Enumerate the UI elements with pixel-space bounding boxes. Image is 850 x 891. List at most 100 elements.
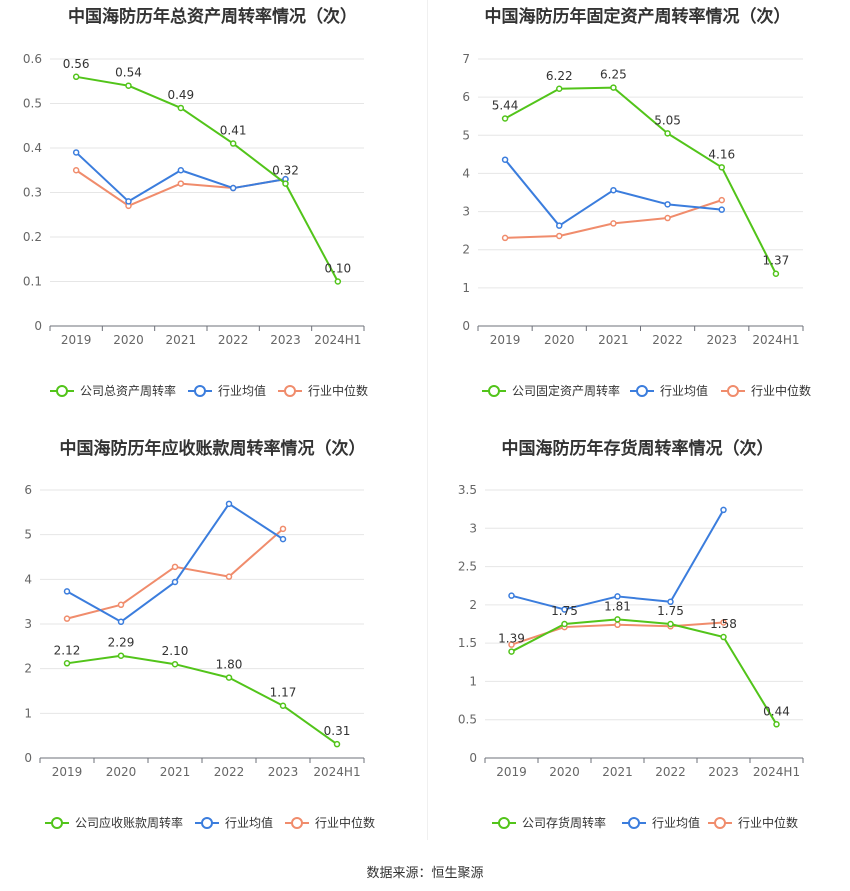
chart-total-asset-turnover: 中国海防历年总资产周转率情况（次） 0 0.1 0.2 0.3 0.4 0.5 0.6 201… [0, 0, 425, 430]
chart-svg: 0 0.1 0.2 0.3 0.4 0.5 0.6 2019 2020 2021 2022 2023 2… [23, 52, 368, 398]
legend-marker [201, 817, 213, 829]
data-source-label: 数据来源：恒生聚源 [366, 866, 484, 881]
legend-marker [498, 817, 510, 829]
y-tick-label: 1 [24, 706, 32, 720]
legend-label: 行业均值 [660, 383, 708, 398]
chart-svg: 0 0.5 1 1.5 2 2.5 3 3.5 2019 2020 2021 2022 2023 2024… [458, 483, 804, 830]
legend-label: 行业中位数 [315, 815, 375, 830]
y-tick-label: 3 [462, 205, 470, 219]
data-point [63, 660, 71, 667]
data-point [610, 186, 617, 194]
data-point [125, 82, 132, 89]
data-point [664, 201, 671, 208]
y-tick-label: 1.5 [458, 636, 477, 650]
y-tick-label: 3 [469, 521, 477, 535]
data-label: 6.22 [546, 69, 573, 83]
data-label: 1.81 [604, 599, 631, 613]
y-tick-label: 0 [469, 751, 477, 765]
data-label: 1.75 [551, 604, 578, 618]
data-point [718, 196, 725, 204]
legend-item: 公司存货周转率 [492, 815, 606, 830]
y-tick-label: 6 [462, 90, 470, 104]
data-point [667, 620, 674, 628]
data-point [614, 593, 621, 600]
legend-marker [636, 385, 648, 397]
data-point [667, 598, 674, 606]
legend-marker [727, 385, 739, 397]
x-tick-label: 2023 [708, 765, 739, 779]
data-point [561, 620, 568, 628]
data-label: 2.10 [162, 644, 189, 658]
data-point [556, 222, 563, 229]
data-point [718, 164, 725, 171]
chart-svg: 0 1 2 3 4 5 6 2019 2020 2021 2022 2023 2024H1 2.12 2.2… [24, 483, 375, 830]
data-point [279, 702, 287, 709]
legend-label: 公司存货周转率 [522, 815, 606, 830]
x-tick-label: 2023 [268, 765, 299, 779]
legend-item: 行业中位数 [285, 815, 375, 830]
x-tick-label: 2021 [166, 333, 197, 347]
legend-label: 公司总资产周转率 [80, 383, 176, 398]
data-point [664, 214, 671, 222]
data-point [614, 621, 621, 629]
series-line [504, 86, 777, 275]
legend-item: 公司应收账款周转率 [45, 815, 183, 830]
x-tick-label: 2020 [549, 765, 580, 779]
data-label: 0.49 [167, 88, 194, 102]
data-label: 5.44 [492, 99, 519, 113]
data-label: 1.58 [710, 617, 737, 631]
x-tick-label: 2021 [602, 765, 633, 779]
data-label: 5.05 [654, 113, 681, 127]
x-tick-label: 2020 [113, 333, 144, 347]
data-label: 1.17 [270, 686, 297, 700]
chart-receivables-turnover: 中国海防历年应收账款周转率情况（次） 0 1 2 3 4 5 6 2019 2020 2021 20… [0, 432, 425, 862]
y-tick-label: 4 [462, 166, 470, 180]
y-tick-label: 0.6 [23, 52, 42, 66]
y-tick-label: 7 [462, 52, 470, 66]
legend-marker [51, 817, 63, 829]
chart-title: 中国海防历年固定资产周转率情况（次） [484, 7, 791, 27]
legend-label: 行业中位数 [738, 815, 798, 830]
data-point [614, 616, 621, 623]
series-line [66, 654, 338, 745]
x-tick-label: 2023 [270, 333, 301, 347]
series-line [75, 75, 339, 282]
data-point [508, 641, 515, 648]
legend-marker [194, 385, 206, 397]
legend-label: 公司应收账款周转率 [75, 815, 183, 830]
data-point [225, 500, 233, 508]
y-tick-label: 4 [24, 572, 32, 586]
y-tick-label: 3 [24, 617, 32, 631]
x-tick-label: 2020 [544, 333, 575, 347]
data-label: 6.25 [600, 68, 627, 82]
legend-label: 公司固定资产周转率 [512, 383, 620, 398]
legend-item: 行业均值 [195, 815, 273, 830]
legend-label: 行业中位数 [751, 383, 811, 398]
data-point [63, 615, 71, 622]
legend-marker [488, 385, 500, 397]
data-point [334, 278, 342, 285]
x-tick-label: 2021 [160, 765, 191, 779]
legend-marker [714, 817, 726, 829]
y-tick-label: 2.5 [458, 560, 477, 574]
legend-item: 行业中位数 [708, 815, 798, 830]
data-point [333, 740, 341, 748]
y-tick-label: 2 [462, 243, 470, 257]
legend-item: 行业中位数 [278, 383, 368, 398]
data-point [561, 606, 568, 613]
data-point [501, 234, 509, 242]
data-point [508, 648, 515, 655]
data-label: 1.39 [498, 632, 525, 646]
y-tick-label: 2 [24, 662, 32, 676]
data-point [125, 198, 132, 205]
legend-label: 行业均值 [225, 815, 273, 830]
data-label: 0.10 [324, 262, 351, 276]
legend-item: 行业均值 [630, 383, 708, 398]
data-point [282, 180, 289, 187]
data-label: 2.29 [108, 636, 135, 650]
x-tick-label: 2024H1 [314, 333, 361, 347]
legend-marker [284, 385, 296, 397]
data-point [63, 588, 71, 595]
data-point [229, 184, 237, 192]
x-tick-label: 2022 [652, 333, 683, 347]
